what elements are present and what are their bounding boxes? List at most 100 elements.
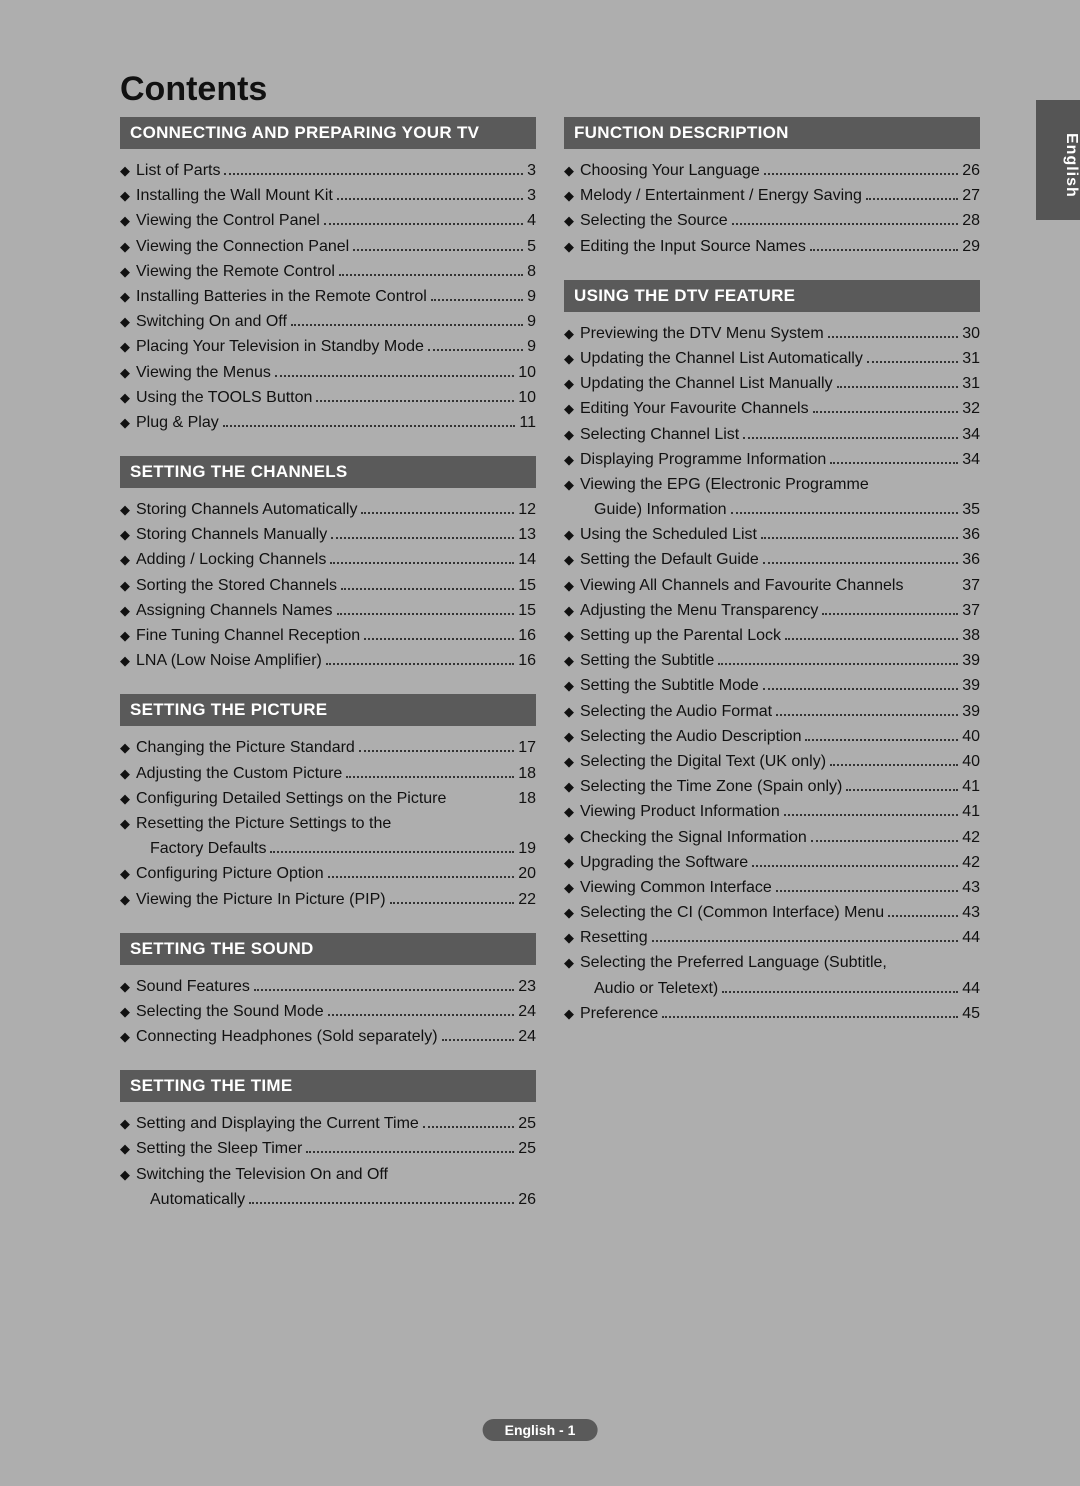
section-header: USING THE DTV FEATURE [564,280,980,312]
toc-label: Setting the Subtitle Mode [580,674,759,697]
diamond-icon: ◆ [120,652,130,671]
toc-label: Resetting [580,926,648,949]
toc-page: 34 [962,448,980,471]
diamond-icon: ◆ [120,1140,130,1159]
toc-item: ◆Selecting the Preferred Language (Subti… [564,951,980,974]
toc-item: ◆Viewing Common Interface43 [564,876,980,899]
leader-dots [743,437,958,439]
toc-label: Upgrading the Software [580,851,748,874]
toc-item: ◆Selecting the Time Zone (Spain only)41 [564,775,980,798]
toc-page: 4 [527,209,536,232]
diamond-icon: ◆ [120,389,130,408]
diamond-icon: ◆ [564,879,574,898]
toc-label: Viewing the EPG (Electronic Programme [580,473,869,496]
toc-label: Setting and Displaying the Current Time [136,1112,419,1135]
toc-label: Displaying Programme Information [580,448,826,471]
diamond-icon: ◆ [564,451,574,470]
diamond-icon: ◆ [120,238,130,257]
toc-label: Viewing the Remote Control [136,260,335,283]
toc-label: Plug & Play [136,411,219,434]
toc-label: Switching the Television On and Off [136,1163,388,1186]
diamond-icon: ◆ [120,288,130,307]
leader-dots [275,375,514,377]
toc-item: ◆Placing Your Television in Standby Mode… [120,335,536,358]
leader-dots [867,361,958,363]
toc-page: 26 [962,159,980,182]
toc-item: ◆Installing the Wall Mount Kit3 [120,184,536,207]
toc-page: 13 [518,523,536,546]
toc-item: ◆Configuring Picture Option20 [120,862,536,885]
toc-label: Updating the Channel List Automatically [580,347,863,370]
diamond-icon: ◆ [120,1028,130,1047]
toc-page: 31 [962,372,980,395]
columns: CONNECTING AND PREPARING YOUR TV ◆List of… [120,117,980,1213]
diamond-icon: ◆ [120,526,130,545]
toc-item: ◆List of Parts3 [120,159,536,182]
leader-dots [331,537,514,539]
leader-dots [761,537,958,539]
toc-item: ◆Viewing Product Information41 [564,800,980,823]
diamond-icon: ◆ [120,765,130,784]
toc-list: ◆Changing the Picture Standard17◆Adjusti… [120,736,536,910]
toc-label: Installing the Wall Mount Kit [136,184,333,207]
diamond-icon: ◆ [564,375,574,394]
toc-label: Installing Batteries in the Remote Contr… [136,285,427,308]
toc-label: Editing Your Favourite Channels [580,397,809,420]
leader-dots [431,299,523,301]
toc-item: ◆Storing Channels Automatically12 [120,498,536,521]
toc-item: ◆Setting the Default Guide36 [564,548,980,571]
leader-dots [359,750,514,752]
toc-item: ◆Adding / Locking Channels14 [120,548,536,571]
leader-dots [907,574,958,575]
toc-page: 40 [962,750,980,773]
toc-item: ◆Selecting the Audio Description40 [564,725,980,748]
diamond-icon: ◆ [564,703,574,722]
leader-dots [752,865,958,867]
toc-label: Setting the Sleep Timer [136,1137,302,1160]
toc-item: ◆Selecting the Digital Text (UK only)40 [564,750,980,773]
toc-page: 16 [518,624,536,647]
diamond-icon: ◆ [564,187,574,206]
toc-label: Selecting the Time Zone (Spain only) [580,775,842,798]
toc-page: 36 [962,548,980,571]
toc-item: Audio or Teletext)44 [594,977,980,1000]
toc-item: ◆Setting the Subtitle39 [564,649,980,672]
toc-page: 3 [527,184,536,207]
leader-dots [337,198,523,200]
leader-dots [428,349,523,351]
toc-page: 25 [518,1112,536,1135]
section-header: CONNECTING AND PREPARING YOUR TV [120,117,536,149]
toc-item: ◆Viewing the Connection Panel5 [120,235,536,258]
section-header: SETTING THE SOUND [120,933,536,965]
diamond-icon: ◆ [564,652,574,671]
leader-dots [718,663,958,665]
toc-page: 9 [527,310,536,333]
leader-dots [326,663,514,665]
leader-dots [330,562,514,564]
leader-dots [324,223,523,225]
toc-label: Setting the Default Guide [580,548,759,571]
section-header: SETTING THE CHANNELS [120,456,536,488]
diamond-icon: ◆ [120,162,130,181]
toc-page: 14 [518,548,536,571]
toc-label: LNA (Low Noise Amplifier) [136,649,322,672]
toc-item: ◆Setting the Subtitle Mode39 [564,674,980,697]
toc-page: 18 [518,787,536,810]
leader-dots [328,876,515,878]
toc-page: 12 [518,498,536,521]
diamond-icon: ◆ [564,829,574,848]
leader-dots [364,638,514,640]
diamond-icon: ◆ [564,212,574,231]
toc-label: Factory Defaults [150,837,266,860]
toc-item: ◆Adjusting the Custom Picture18 [120,762,536,785]
toc-label: Viewing the Picture In Picture (PIP) [136,888,386,911]
toc-item: Automatically26 [150,1188,536,1211]
toc-label: Updating the Channel List Manually [580,372,833,395]
toc-page: 35 [962,498,980,521]
toc-page: 41 [962,800,980,823]
toc-page: 39 [962,674,980,697]
diamond-icon: ◆ [120,891,130,910]
diamond-icon: ◆ [564,577,574,596]
toc-label: Selecting the Sound Mode [136,1000,324,1023]
toc-label: Checking the Signal Information [580,826,807,849]
